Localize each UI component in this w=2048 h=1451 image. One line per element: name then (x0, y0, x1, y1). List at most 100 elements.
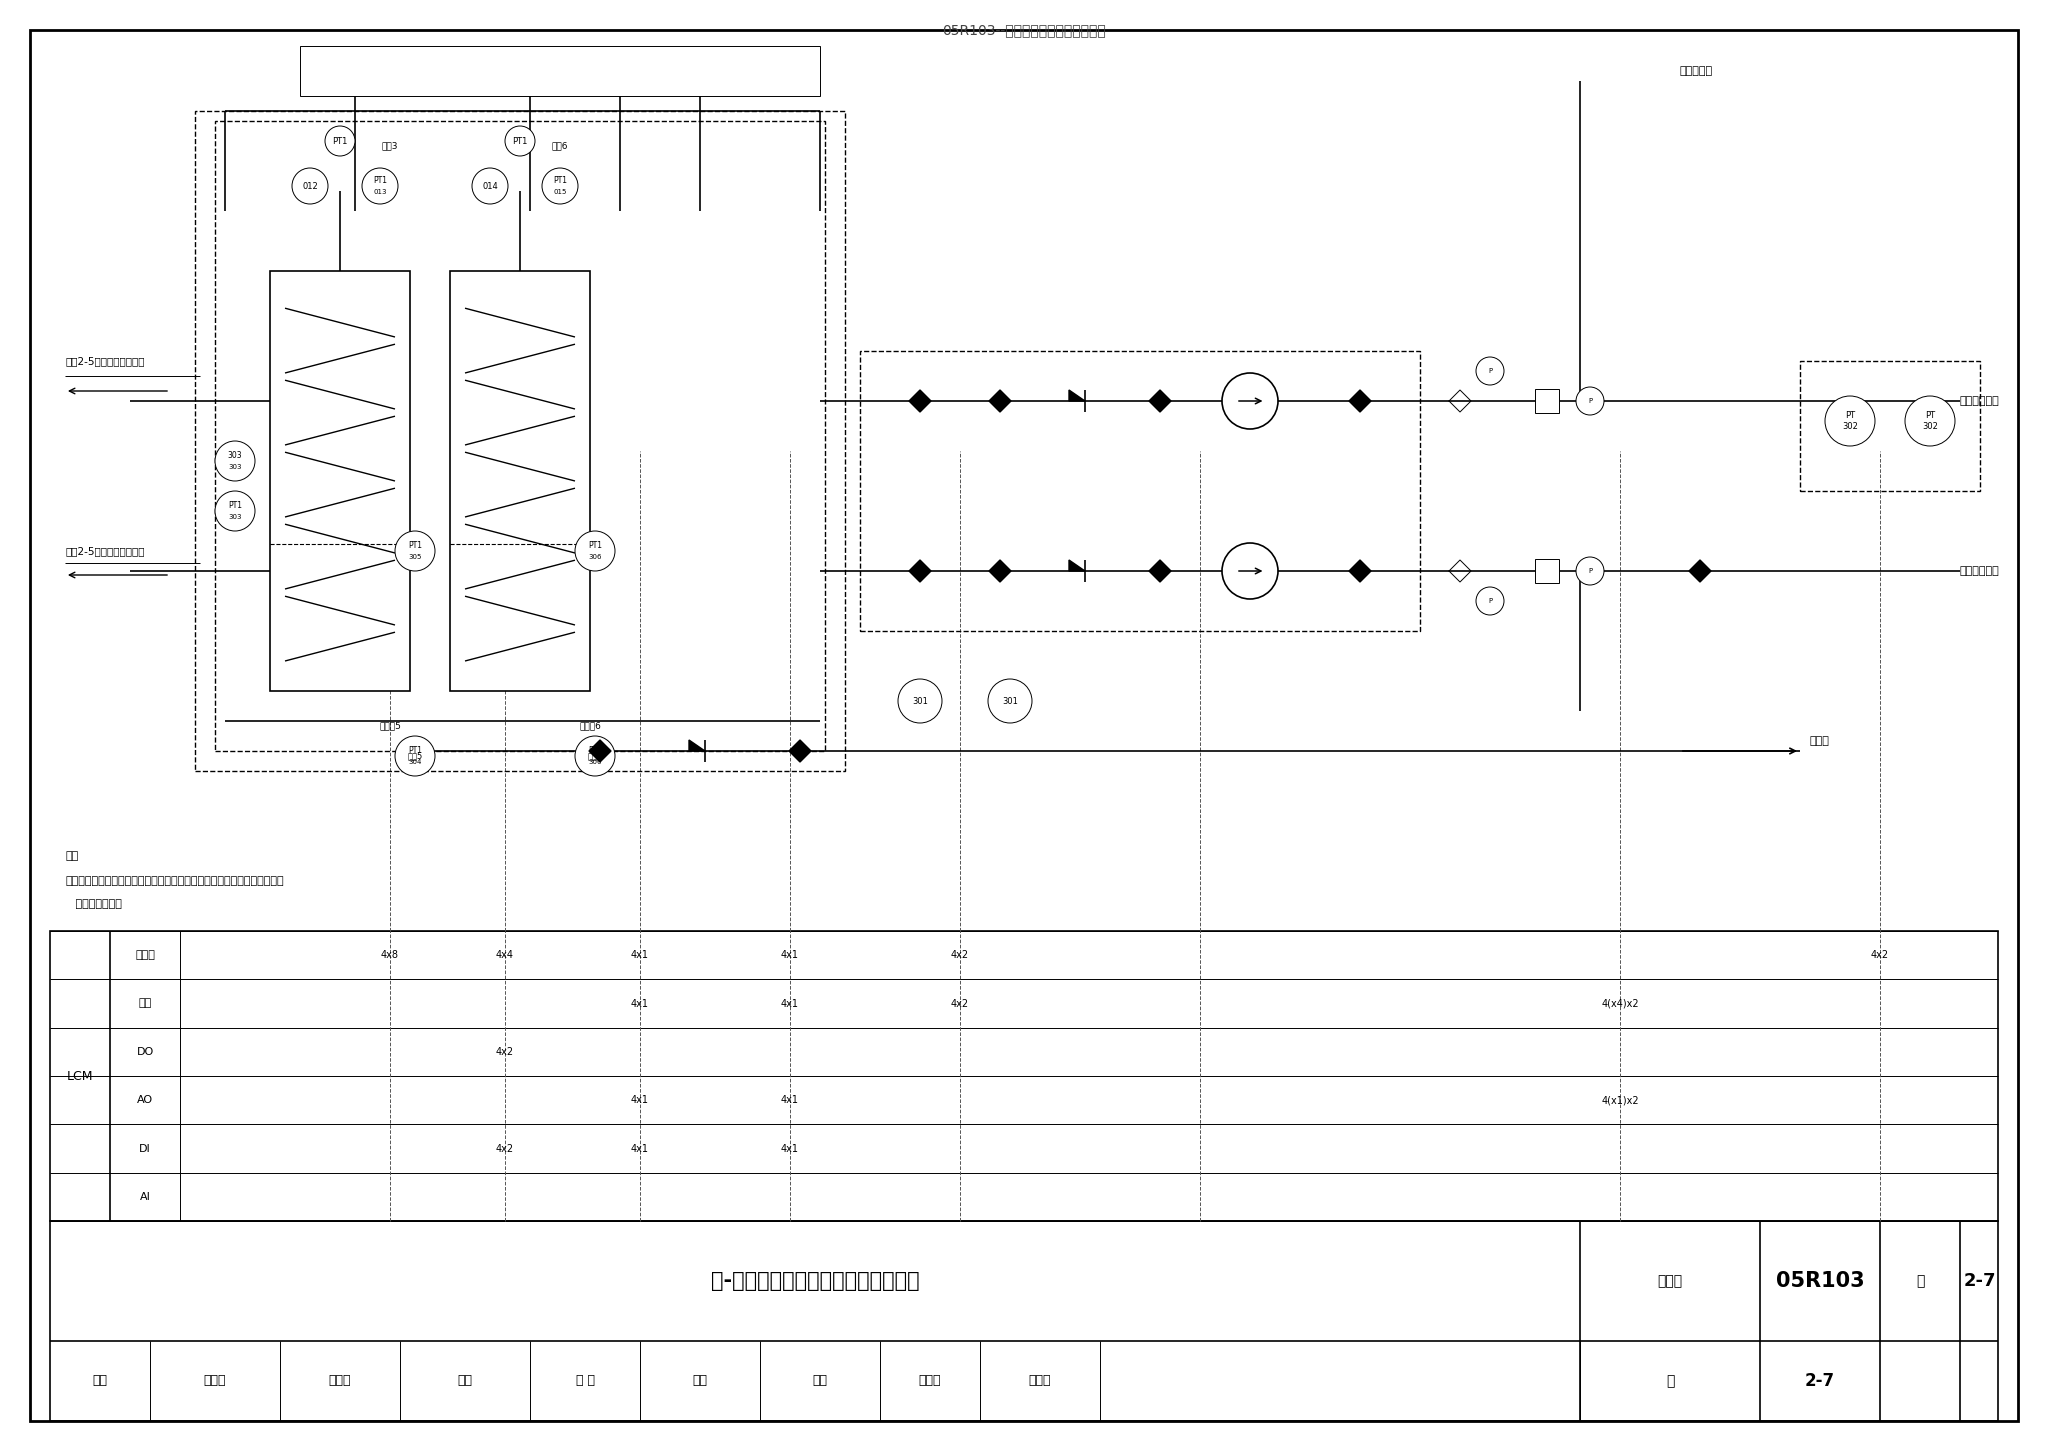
Text: PT1: PT1 (408, 541, 422, 550)
Bar (451, 271, 590, 691)
Text: 校对: 校对 (457, 1374, 473, 1387)
Text: 接至膨水箱: 接至膨水箱 (1679, 65, 1712, 75)
Polygon shape (688, 740, 705, 752)
Circle shape (575, 736, 614, 776)
Text: AO: AO (137, 1096, 154, 1106)
Circle shape (471, 168, 508, 205)
Polygon shape (999, 560, 1012, 582)
Circle shape (293, 168, 328, 205)
Text: 4(x1)x2: 4(x1)x2 (1602, 1096, 1638, 1106)
Polygon shape (1069, 390, 1085, 400)
Text: 通讯口: 通讯口 (135, 950, 156, 961)
Circle shape (215, 441, 256, 480)
Circle shape (1577, 557, 1604, 585)
Polygon shape (999, 390, 1012, 412)
Circle shape (215, 490, 256, 531)
Polygon shape (1360, 560, 1370, 582)
Text: 汪一峰: 汪一峰 (1028, 1374, 1051, 1387)
Bar (215, 120, 825, 752)
Text: 4x1: 4x1 (631, 998, 649, 1008)
Text: 4x1: 4x1 (780, 1096, 799, 1106)
Polygon shape (909, 390, 920, 412)
Text: 305: 305 (408, 554, 422, 560)
Polygon shape (788, 740, 801, 762)
Circle shape (362, 168, 397, 205)
Text: 页: 页 (1665, 1374, 1673, 1389)
Text: 截阀6: 截阀6 (551, 142, 567, 151)
Polygon shape (989, 390, 999, 412)
Text: 4(x4)x2: 4(x4)x2 (1602, 998, 1638, 1008)
Polygon shape (1159, 560, 1171, 582)
Circle shape (395, 736, 434, 776)
Text: 4x4: 4x4 (496, 950, 514, 961)
Text: P: P (1489, 598, 1493, 604)
Circle shape (1223, 543, 1278, 599)
Text: 2-7: 2-7 (1964, 1273, 1997, 1290)
Bar (195, 110, 846, 770)
Text: 306: 306 (588, 554, 602, 560)
Text: P: P (1489, 369, 1493, 374)
Circle shape (1825, 396, 1876, 445)
Text: PT1: PT1 (408, 746, 422, 755)
Text: 生活热水供水: 生活热水供水 (1960, 566, 1999, 576)
Text: DO: DO (137, 1046, 154, 1056)
Text: 05R103: 05R103 (1776, 1271, 1864, 1291)
Text: 4x2: 4x2 (496, 1143, 514, 1154)
Polygon shape (1360, 390, 1370, 412)
Circle shape (1477, 588, 1503, 615)
Text: PT1: PT1 (588, 746, 602, 755)
Polygon shape (590, 740, 600, 762)
Bar (270, 271, 410, 691)
Text: 012: 012 (303, 181, 317, 190)
Polygon shape (1690, 560, 1700, 582)
Text: PT1: PT1 (332, 136, 348, 145)
Text: 4x2: 4x2 (950, 950, 969, 961)
Bar (1536, 559, 1559, 583)
Text: PT1: PT1 (588, 541, 602, 550)
Polygon shape (989, 560, 999, 582)
Text: 截阀3: 截阀3 (381, 142, 397, 151)
Text: 应增设监控点。: 应增设监控点。 (66, 900, 123, 908)
Text: 审核: 审核 (92, 1374, 106, 1387)
Text: PT1: PT1 (553, 176, 567, 184)
Text: 接往2-5页外网回水集水器: 接往2-5页外网回水集水器 (66, 355, 145, 366)
Text: 4x2: 4x2 (1872, 950, 1888, 961)
Bar (1800, 361, 1980, 490)
Polygon shape (1159, 390, 1171, 412)
Text: 水-水换热站生活热水系统微机监控图: 水-水换热站生活热水系统微机监控图 (711, 1271, 920, 1291)
Text: 015: 015 (553, 189, 567, 194)
Text: PT
302: PT 302 (1923, 411, 1937, 431)
Text: 4x1: 4x1 (780, 998, 799, 1008)
Circle shape (1477, 357, 1503, 385)
Text: 图集号: 图集号 (1657, 1274, 1683, 1288)
Bar (860, 351, 1419, 631)
Bar (49, 932, 1999, 1220)
Text: 陈邦照: 陈邦照 (330, 1374, 352, 1387)
Text: PT1: PT1 (512, 136, 528, 145)
Text: 自来水: 自来水 (1810, 736, 1829, 746)
Text: 013: 013 (373, 189, 387, 194)
Text: AI: AI (139, 1191, 150, 1201)
Text: 014: 014 (481, 181, 498, 190)
Polygon shape (909, 560, 920, 582)
Text: 关斯阀5: 关斯阀5 (379, 721, 401, 730)
Text: P: P (1587, 567, 1591, 575)
Circle shape (897, 679, 942, 723)
Text: 303: 303 (227, 514, 242, 519)
Polygon shape (920, 390, 932, 412)
Text: 4x1: 4x1 (631, 1096, 649, 1106)
Circle shape (1905, 396, 1956, 445)
Text: 徐邦照: 徐邦照 (203, 1374, 225, 1387)
Text: 2-7: 2-7 (1804, 1373, 1835, 1390)
Circle shape (506, 126, 535, 157)
Text: 接往2-5页外网供水分水器: 接往2-5页外网供水分水器 (66, 546, 145, 556)
Text: 截阀5: 截阀5 (408, 752, 422, 760)
Text: 王一峰: 王一峰 (920, 1374, 942, 1387)
Bar (299, 46, 819, 96)
Text: 4x1: 4x1 (780, 950, 799, 961)
Polygon shape (801, 740, 811, 762)
Text: DI: DI (139, 1143, 152, 1154)
Text: LCM: LCM (68, 1069, 94, 1082)
Text: 306: 306 (588, 759, 602, 765)
Text: 303: 303 (227, 450, 242, 460)
